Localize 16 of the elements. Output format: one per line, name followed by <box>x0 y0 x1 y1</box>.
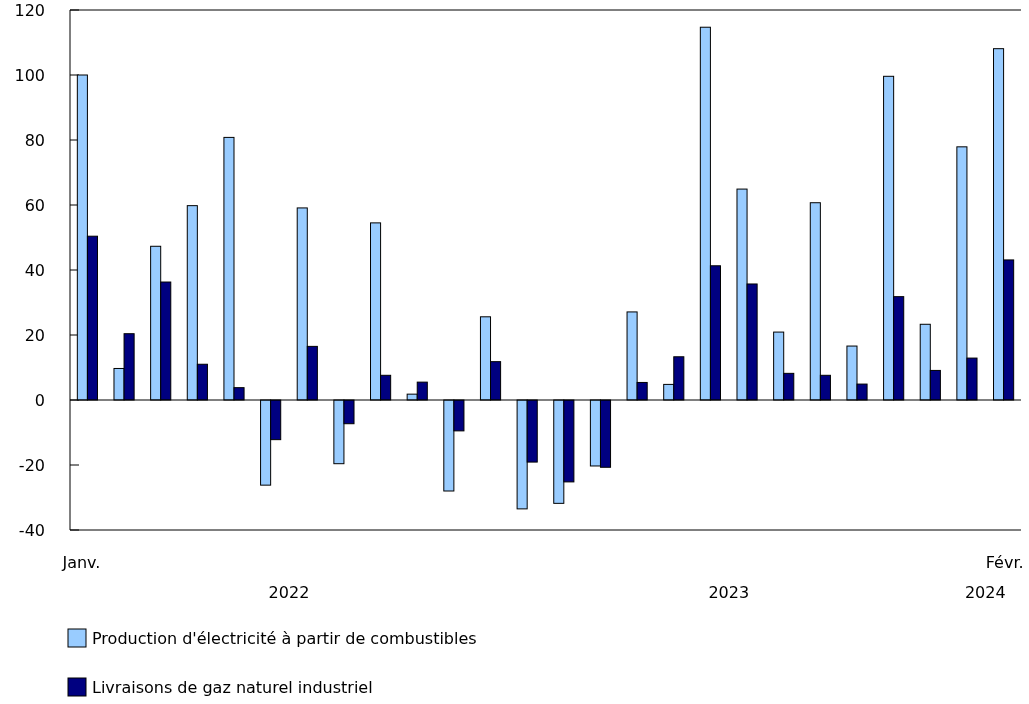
x-tick-label: Janv. <box>61 553 101 572</box>
text: 2023 <box>708 583 750 602</box>
y-tick-label: 0 <box>34 390 45 410</box>
y-tick-label: 60 <box>24 195 45 215</box>
y-tick-label: -20 <box>18 455 45 475</box>
y-tick-label: 80 <box>24 130 45 150</box>
y-tick-label: 100 <box>14 65 45 85</box>
text: 2024 <box>964 583 1006 602</box>
y-tick-label: -40 <box>18 520 45 540</box>
x-tick-label: Févr. <box>985 553 1024 572</box>
legend-label: Production d'électricité à partir de combustibles <box>92 629 477 648</box>
legend-label: Livraisons de gaz naturel industriel <box>92 678 373 697</box>
y-tick-label: 40 <box>24 260 45 280</box>
text: 2022 <box>268 583 310 602</box>
y-tick-label: 120 <box>14 0 45 20</box>
y-tick-label: 20 <box>24 325 45 345</box>
